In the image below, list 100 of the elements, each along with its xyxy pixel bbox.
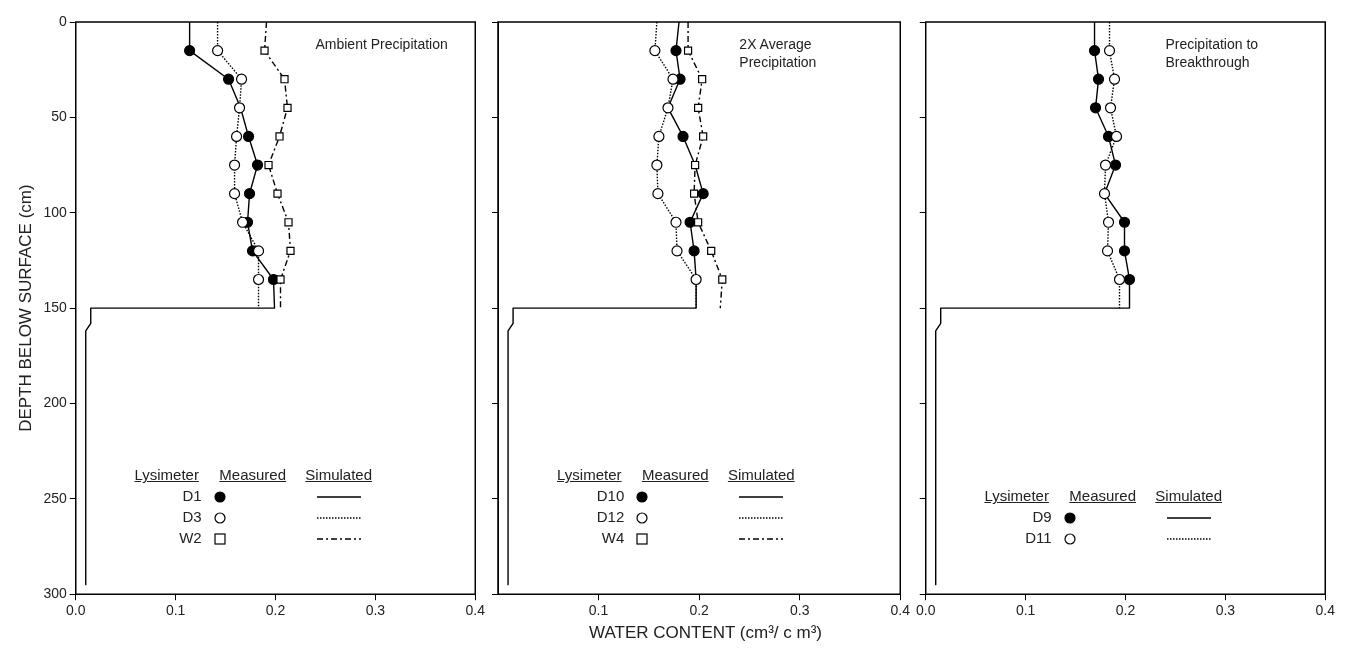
point	[718, 275, 727, 284]
x-tick-label: 0.2	[265, 602, 286, 619]
point	[236, 216, 249, 228]
point	[697, 188, 709, 200]
y-tick-label: 200	[43, 394, 67, 411]
annotation: Measured	[1069, 487, 1137, 505]
point	[273, 189, 282, 198]
legend-title: Lysimeter	[134, 466, 199, 484]
legend-label: D9	[1032, 508, 1053, 526]
point	[1108, 73, 1121, 85]
y-axis-title: DEPTH BELOW SURFACE (cm)	[15, 184, 35, 432]
point	[1099, 159, 1112, 171]
x-tick-label: 0.1	[588, 602, 609, 619]
point	[286, 246, 295, 256]
x-tick-label: 0.4	[1315, 602, 1336, 619]
point	[690, 273, 702, 286]
legend-label: D12	[596, 508, 626, 526]
point	[652, 188, 664, 200]
point	[1088, 45, 1101, 57]
point	[1118, 245, 1131, 257]
point	[276, 275, 285, 284]
annotation: Measured	[219, 466, 287, 484]
point	[283, 103, 292, 112]
x-tick-label: 0.0	[66, 602, 86, 619]
legend-label: D10	[596, 487, 626, 505]
x-tick-label: 0.2	[1115, 602, 1136, 619]
y-tick-label: 250	[43, 489, 67, 506]
point	[1109, 159, 1122, 171]
point	[693, 103, 703, 112]
point	[677, 130, 689, 143]
annotation: Simulated	[305, 466, 373, 484]
point	[280, 75, 289, 84]
point	[683, 46, 693, 55]
x-tick-label: 0.1	[1015, 602, 1036, 619]
x-tick-label: 0.4	[465, 602, 486, 619]
point	[1123, 273, 1136, 286]
x-tick-label: 0.3	[365, 602, 386, 619]
point	[242, 130, 255, 143]
point	[693, 218, 703, 227]
point	[688, 245, 700, 257]
text: 2X Average Precipitation	[739, 35, 817, 70]
point	[1101, 245, 1114, 257]
point	[698, 75, 707, 84]
legend-label: D11	[1025, 529, 1053, 547]
legend-title: Lysimeter	[984, 487, 1049, 505]
y-tick-label: 50	[51, 108, 67, 125]
point	[264, 160, 273, 170]
annotation: Measured	[641, 466, 709, 484]
y-tick-label: 100	[43, 203, 67, 220]
annotation: Simulated	[727, 466, 795, 484]
x-tick-label: 0.2	[689, 602, 710, 619]
legend-title: Lysimeter	[557, 466, 622, 484]
point	[1092, 73, 1105, 85]
point	[667, 73, 679, 85]
point	[699, 132, 708, 141]
point	[653, 130, 665, 143]
point	[252, 273, 265, 286]
point	[230, 130, 243, 143]
point	[651, 159, 663, 171]
annotation: Simulated	[1155, 487, 1223, 505]
point	[662, 102, 674, 114]
point	[284, 218, 293, 227]
x-tick-label: 0.0	[916, 602, 936, 619]
point	[707, 246, 716, 256]
point	[211, 45, 224, 57]
point	[235, 73, 248, 85]
point	[243, 188, 256, 200]
point	[251, 159, 264, 171]
point	[1113, 273, 1126, 286]
point	[1104, 102, 1117, 114]
point	[671, 245, 683, 257]
point	[1118, 216, 1131, 228]
point	[1103, 45, 1116, 57]
legend-label: W4	[601, 529, 626, 547]
point	[260, 46, 269, 55]
point	[689, 189, 699, 198]
x-axis-title: WATER CONTENT (cm³/ c m³)	[588, 623, 823, 644]
point	[252, 245, 265, 257]
point	[1089, 102, 1102, 114]
point	[233, 102, 246, 114]
point	[684, 216, 696, 228]
legend-label: D3	[182, 508, 203, 526]
point	[1098, 188, 1111, 200]
point	[1110, 130, 1123, 143]
point	[670, 216, 682, 228]
point	[184, 45, 196, 57]
y-tick-label: 150	[43, 298, 67, 315]
x-tick-label: 0.4	[890, 602, 911, 619]
legend-label: W2	[179, 529, 203, 547]
point	[228, 159, 241, 171]
point	[690, 160, 700, 170]
point	[228, 188, 241, 200]
point	[1102, 216, 1115, 228]
point	[222, 73, 235, 85]
y-tick-label: 0	[58, 12, 67, 29]
x-tick-label: 0.3	[789, 602, 810, 619]
x-tick-label: 0.1	[165, 602, 186, 619]
x-tick-label: 0.3	[1215, 602, 1236, 619]
text: Ambient Precipitation	[315, 35, 448, 52]
point	[670, 45, 682, 57]
